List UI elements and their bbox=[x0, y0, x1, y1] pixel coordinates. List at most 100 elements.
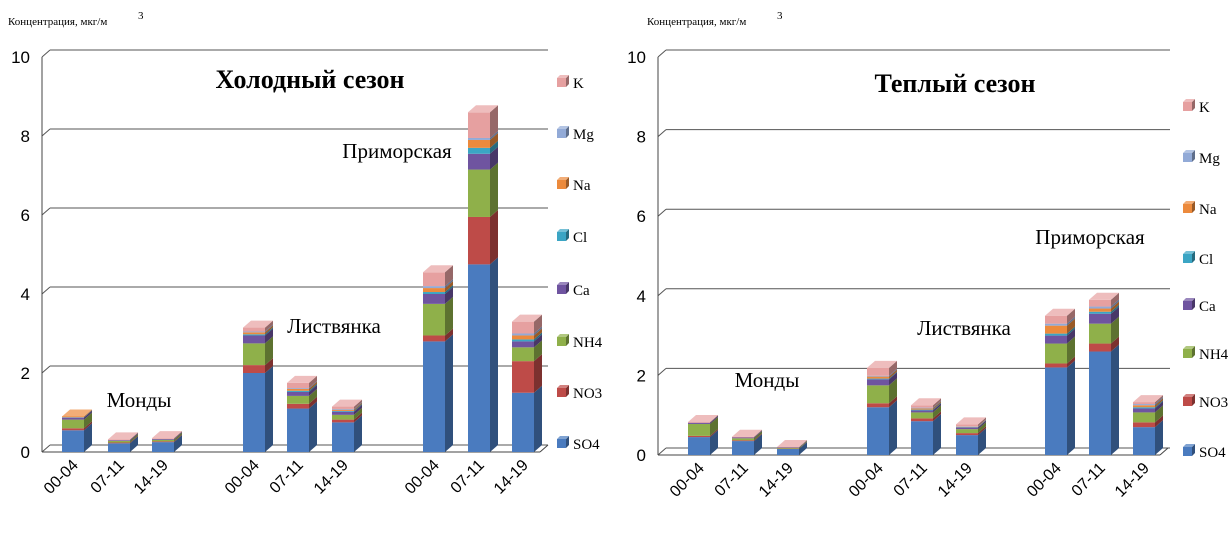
cold-bar-6-Na bbox=[423, 288, 445, 293]
cold-bar-side-2-Ca bbox=[174, 431, 182, 440]
warm-bar-1-SO4 bbox=[732, 441, 754, 455]
warm-legend-swatch-NH4 bbox=[1183, 349, 1192, 358]
warm-legend-swatch-side-NO3 bbox=[1192, 394, 1195, 406]
warm-bar-top-3 bbox=[867, 360, 897, 368]
cold-bar-side-1-Ca bbox=[130, 433, 138, 441]
warm-bar-5-SO4 bbox=[956, 435, 978, 455]
warm-bar-5-Ca bbox=[956, 427, 978, 430]
cold-bar-2-NO3 bbox=[152, 441, 174, 443]
cold-bar-top-7 bbox=[468, 105, 498, 113]
warm-bar-side-3-NH4 bbox=[889, 378, 897, 404]
cold-legend-swatch-SO4 bbox=[557, 439, 566, 448]
warm-bar-side-0-NO3 bbox=[710, 428, 718, 438]
warm-bar-4-Na bbox=[911, 408, 933, 410]
warm-bar-6-Mg bbox=[1045, 323, 1067, 326]
cold-legend-swatch-top-Ca bbox=[557, 282, 569, 285]
warm-bar-top-1 bbox=[732, 429, 762, 437]
warm-legend-swatch-side-Ca bbox=[1192, 298, 1195, 310]
warm-bar-side-8-SO4 bbox=[1155, 420, 1163, 455]
warm-legend-swatch-top-NH4 bbox=[1183, 346, 1195, 349]
cold-legend-swatch-side-Mg bbox=[566, 126, 569, 138]
cold-bar-side-4-SO4 bbox=[309, 401, 317, 452]
warm-bar-3-SO4 bbox=[867, 407, 889, 455]
cold-x-tick-4: 07-11 bbox=[267, 457, 307, 497]
cold-grid-diag-6 bbox=[41, 207, 51, 216]
warm-bar-4-Mg bbox=[911, 407, 933, 409]
cold-legend-label-Ca: Ca bbox=[573, 283, 590, 299]
warm-legend-swatch-Mg bbox=[1183, 153, 1192, 162]
cold-bar-6-SO4 bbox=[423, 341, 445, 452]
warm-legend-swatch-top-Na bbox=[1183, 201, 1195, 204]
cold-bar-side-1-NH4 bbox=[130, 433, 138, 443]
warm-legend-swatch-side-NH4 bbox=[1192, 346, 1195, 358]
cold-x-axis-depth bbox=[539, 444, 549, 453]
cold-bar-3-Ca bbox=[243, 335, 265, 344]
warm-bar-side-2-NO3 bbox=[799, 441, 807, 450]
warm-legend-swatch-Na bbox=[1183, 204, 1192, 213]
warm-bar-7-Mg bbox=[1089, 306, 1111, 309]
cold-bar-3-K bbox=[243, 327, 265, 332]
cold-bar-5-Mg bbox=[332, 408, 354, 410]
cold-bar-8-NH4 bbox=[512, 347, 534, 362]
warm-legend-swatch-K bbox=[1183, 102, 1192, 111]
cold-legend-swatch-top-Mg bbox=[557, 126, 569, 129]
cold-grid-diag-4 bbox=[41, 286, 51, 295]
cold-bar-5-K bbox=[332, 406, 354, 409]
warm-bar-0-NH4 bbox=[688, 423, 710, 436]
cold-bar-side-4-Ca bbox=[309, 384, 317, 396]
warm-bar-side-3-Cl bbox=[889, 371, 897, 380]
cold-bar-4-NH4 bbox=[287, 395, 309, 404]
warm-y-tick-0: 0 bbox=[637, 446, 646, 465]
cold-legend-swatch-K bbox=[557, 78, 566, 87]
warm-x-tick-4: 07-11 bbox=[891, 460, 931, 500]
warm-bar-4-NH4 bbox=[911, 412, 933, 419]
warm-bar-side-6-NH4 bbox=[1067, 336, 1075, 364]
cold-bar-4-Mg bbox=[287, 388, 309, 389]
cold-bar-side-2-NO3 bbox=[174, 434, 182, 443]
cold-legend-swatch-NO3 bbox=[557, 388, 566, 397]
cold-y-tick-2: 2 bbox=[21, 364, 30, 383]
cold-bar-6-NH4 bbox=[423, 303, 445, 336]
warm-bar-side-2-K bbox=[799, 440, 807, 448]
warm-bar-side-0-NH4 bbox=[710, 416, 718, 436]
warm-bar-6-Ca bbox=[1045, 335, 1067, 344]
cold-x-tick-3: 00-04 bbox=[222, 457, 263, 498]
warm-grid-diag-4 bbox=[657, 288, 667, 297]
warm-bar-7-Cl bbox=[1089, 311, 1111, 314]
warm-grid-diag-2 bbox=[657, 368, 667, 376]
warm-bar-side-8-Mg bbox=[1155, 397, 1163, 406]
warm-bar-side-5-Cl bbox=[978, 420, 986, 428]
warm-bar-side-3-NO3 bbox=[889, 396, 897, 408]
cold-bar-3-Na bbox=[243, 332, 265, 335]
warm-bar-side-5-SO4 bbox=[978, 428, 986, 455]
cold-bar-side-7-SO4 bbox=[490, 257, 498, 452]
warm-bar-side-3-Na bbox=[889, 369, 897, 379]
warm-bar-side-5-K bbox=[978, 417, 986, 427]
cold-site-label-2: Приморская bbox=[342, 139, 452, 163]
warm-bar-0-Ca bbox=[688, 422, 710, 424]
cold-bar-2-NH4 bbox=[152, 439, 174, 442]
cold-bar-3-NO3 bbox=[243, 365, 265, 373]
cold-x-tick-2: 14-19 bbox=[131, 457, 172, 498]
cold-x-tick-1: 07-11 bbox=[88, 457, 128, 497]
cold-legend-swatch-side-Cl bbox=[566, 229, 569, 241]
cold-grid-diag-8 bbox=[41, 128, 51, 137]
cold-bar-side-5-Na bbox=[354, 402, 362, 411]
warm-bar-top-8 bbox=[1133, 395, 1163, 403]
warm-bar-side-2-SO4 bbox=[799, 442, 807, 455]
cold-legend-swatch-top-NH4 bbox=[557, 334, 569, 337]
cold-bar-3-Mg bbox=[243, 331, 265, 333]
warm-bar-7-NO3 bbox=[1089, 343, 1111, 352]
warm-bar-5-NH4 bbox=[956, 429, 978, 434]
warm-bar-0-SO4 bbox=[688, 437, 710, 455]
cold-bar-side-0-Ca bbox=[84, 410, 92, 420]
cold-legend-label-Na: Na bbox=[573, 178, 591, 194]
cold-bar-6-K bbox=[423, 272, 445, 287]
cold-legend-swatch-Ca bbox=[557, 285, 566, 294]
warm-x-axis-depth bbox=[1159, 447, 1169, 456]
warm-bar-side-8-NO3 bbox=[1155, 415, 1163, 428]
warm-bar-side-8-NH4 bbox=[1155, 405, 1163, 423]
warm-legend-label-Cl: Cl bbox=[1199, 252, 1213, 268]
cold-grid-diag-2 bbox=[41, 365, 51, 374]
cold-bar-side-8-Ca bbox=[534, 334, 542, 348]
